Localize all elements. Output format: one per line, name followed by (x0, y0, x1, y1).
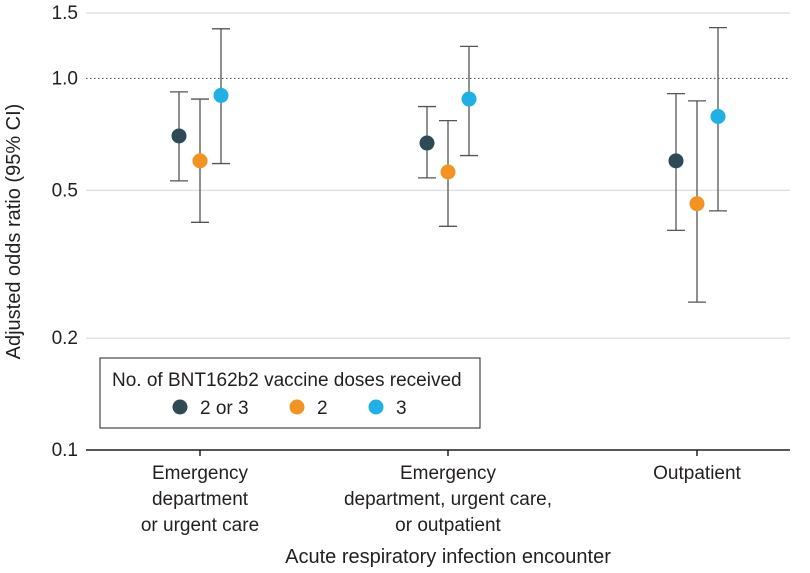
data-point (440, 164, 456, 180)
legend-label: 2 or 3 (200, 398, 249, 419)
legend-swatch (289, 399, 305, 415)
y-tick-label: 1.5 (52, 3, 78, 24)
data-point (689, 196, 705, 212)
category-label: Emergency (152, 463, 249, 484)
y-tick-label: 1.0 (52, 68, 78, 89)
x-axis-title: Acute respiratory infection encounter (285, 546, 611, 568)
y-tick-label: 0.2 (52, 328, 78, 349)
legend: No. of BNT162b2 vaccine doses received 2… (99, 357, 481, 429)
legend-label: 3 (396, 398, 407, 419)
y-tick-label: 0.5 (52, 180, 78, 201)
category-label: Emergency (400, 463, 497, 484)
category-label: department (152, 489, 249, 510)
data-point (419, 135, 435, 151)
x-tick-marks (199, 450, 698, 456)
gridlines (86, 12, 790, 339)
y-tick-labels: 0.1 0.2 0.5 1.0 1.5 (52, 3, 78, 461)
series-2 (212, 26, 727, 212)
data-point (668, 153, 684, 169)
data-point (171, 128, 187, 144)
legend-label: 2 (317, 398, 328, 419)
category-label: Outpatient (653, 463, 741, 484)
legend-swatch (172, 399, 188, 415)
legend-title: No. of BNT162b2 vaccine doses received (112, 370, 462, 391)
category-labels: Emergency department or urgent care Emergen… (141, 463, 742, 536)
category-label: or urgent care (141, 515, 259, 536)
series-1 (191, 98, 706, 303)
series-0 (170, 91, 685, 232)
legend-swatch (368, 399, 384, 415)
data-point (213, 87, 229, 103)
y-axis-title: Adjusted odds ratio (95% CI) (3, 104, 25, 360)
data-point (710, 108, 726, 124)
data-point (461, 91, 477, 107)
legend-items: 2 or 3 2 3 (172, 398, 407, 419)
category-label: department, urgent care, (344, 489, 552, 510)
legend-box (99, 357, 481, 429)
data-point (192, 153, 208, 169)
y-tick-label: 0.1 (52, 440, 78, 461)
category-label: or outpatient (395, 515, 501, 536)
data-series (170, 26, 727, 303)
